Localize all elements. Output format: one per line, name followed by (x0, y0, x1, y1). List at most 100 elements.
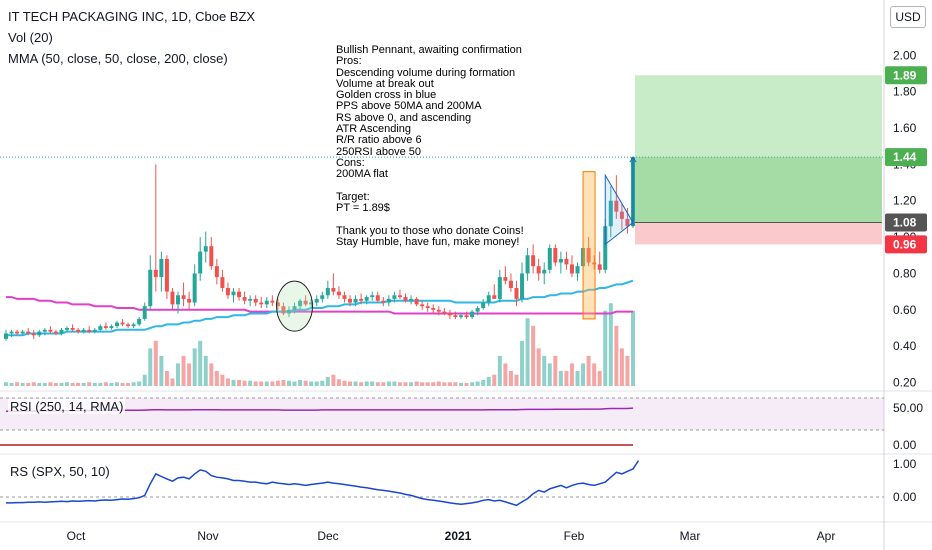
candle-body (458, 315, 463, 318)
price-tick-label: 0.80 (893, 266, 917, 280)
volume-bar (558, 370, 563, 386)
price-tick-label: 0.20 (893, 376, 917, 390)
volume-bar (153, 340, 158, 386)
volume-bar (237, 379, 242, 386)
ma50-line (6, 279, 634, 337)
candle-body (564, 258, 569, 265)
candle-body (281, 306, 286, 314)
candle-body (597, 264, 602, 270)
candle-body (542, 269, 547, 274)
volume-bar (547, 363, 552, 386)
volume-bar (320, 380, 325, 386)
candle-body (614, 200, 619, 212)
candle-body (237, 291, 242, 298)
price-badge-label: 1.08 (893, 216, 917, 230)
volume-bar (631, 310, 635, 386)
candle-body (375, 295, 380, 301)
volume-bar (231, 379, 236, 386)
volume-bar (92, 382, 97, 386)
candle-body (9, 331, 14, 334)
candle-body (103, 326, 108, 328)
volume-bar (9, 382, 14, 386)
volume-bar (619, 348, 624, 386)
volume-bar (414, 381, 419, 386)
candle-body (264, 300, 269, 305)
candle-body (31, 333, 36, 336)
volume-bar (31, 382, 36, 386)
volume-bar (59, 382, 64, 386)
volume-bar (492, 374, 497, 386)
rs-line (6, 460, 640, 507)
volume-bar (453, 382, 458, 386)
price-tick-label: 1.20 (893, 194, 917, 208)
candle-body (403, 297, 408, 301)
volume-bar (198, 340, 203, 386)
rsi-tick-label: 50.00 (893, 401, 923, 415)
volume-bar (214, 370, 219, 386)
volume-bar (592, 363, 597, 386)
currency-button[interactable]: USD (890, 6, 926, 28)
symbol-title: IT TECH PACKAGING INC, 1D, Cboe BZX (8, 9, 256, 24)
volume-bar (464, 382, 469, 386)
candle-body (420, 304, 425, 307)
candle-body (253, 298, 258, 303)
candle-body (65, 328, 70, 330)
volume-bar (442, 382, 447, 386)
candle-body (425, 306, 430, 308)
volume-bar (298, 379, 303, 386)
candle-body (148, 269, 153, 307)
price-badge-label: 0.96 (893, 237, 917, 251)
candle-body (48, 329, 53, 332)
candle-body (126, 324, 131, 327)
volume-bar (325, 376, 330, 386)
volume-bar (15, 382, 20, 386)
volume-bar (225, 378, 230, 386)
volume-bar (520, 340, 525, 386)
volume-bar (364, 381, 369, 386)
volume-bar (220, 374, 225, 386)
volume-bar (164, 370, 169, 386)
macd-tick-label: 0.00 (893, 438, 917, 452)
candle-body (514, 288, 519, 299)
price-tick-label: 0.40 (893, 339, 917, 353)
candle-body (159, 258, 164, 278)
candle-body (586, 248, 591, 263)
candle-body (547, 248, 552, 270)
volume-bar (331, 374, 336, 386)
candle-body (4, 333, 8, 339)
candle-body (320, 295, 325, 299)
volume-bar (187, 363, 192, 386)
candle-body (164, 258, 169, 292)
volume-bar (447, 382, 452, 386)
volume-bar (564, 370, 569, 386)
volume-bar (542, 355, 547, 386)
breakout-highlight (582, 171, 596, 320)
volume-bar (181, 355, 186, 386)
candle-body (520, 273, 525, 299)
candle-body (87, 329, 92, 332)
candle-body (120, 322, 125, 325)
volume-bar (98, 382, 103, 386)
candle-body (248, 298, 253, 301)
volume-bar (275, 380, 280, 386)
volume-bar (586, 355, 591, 386)
volume-bar (131, 382, 136, 386)
volume-bar (76, 382, 81, 386)
volume-bar (170, 378, 175, 386)
volume-bar (569, 363, 574, 386)
rs-tick-label: 1.00 (893, 457, 917, 471)
volume-bar (420, 382, 425, 386)
mma-label: MMA (50, close, 50, close, 200, close) (8, 51, 228, 66)
golden-cross-circle (276, 280, 314, 332)
candle-body (309, 302, 314, 305)
candle-body (553, 248, 558, 263)
candle-body (536, 266, 541, 274)
candle-body (481, 302, 486, 308)
volume-label: Vol (20) (8, 30, 53, 45)
volume-bar (87, 382, 92, 386)
price-tick-label: 1.60 (893, 121, 917, 135)
candle-body (364, 297, 369, 301)
volume-bar (103, 382, 108, 386)
volume-bar (242, 380, 247, 386)
